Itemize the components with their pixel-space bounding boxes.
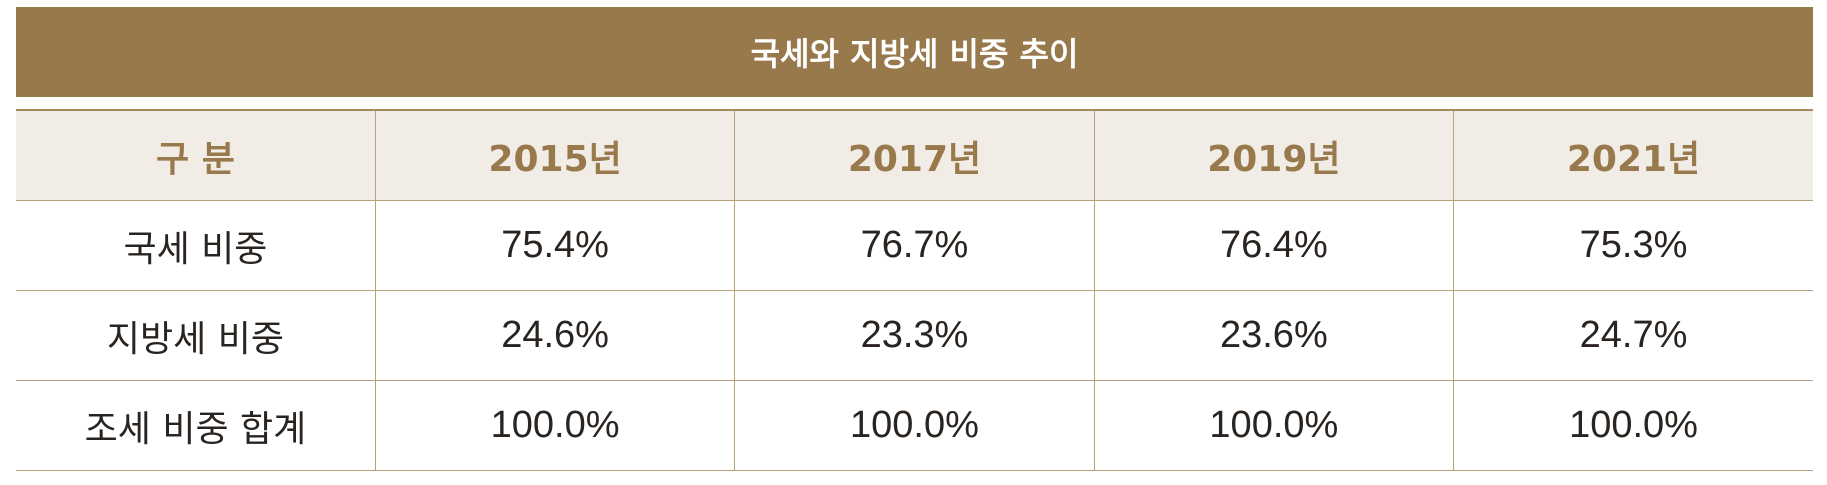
cell-value: 75.3% <box>1453 200 1813 291</box>
header-row: 구 분 2015년 2017년 2019년 2021년 <box>16 109 1813 201</box>
table-title: 국세와 지방세 비중 추이 <box>16 7 1813 97</box>
cell-value: 24.7% <box>1453 290 1813 381</box>
cell-value: 24.6% <box>374 290 736 381</box>
cell-value: 100.0% <box>734 380 1095 471</box>
cell-value: 100.0% <box>1093 380 1455 471</box>
table-row-local-tax: 지방세 비중 24.6% 23.3% 23.6% 24.7% <box>16 290 1813 381</box>
header-year-2015: 2015년 <box>374 109 736 201</box>
cell-value: 76.7% <box>734 200 1095 291</box>
cell-value: 75.4% <box>374 200 736 291</box>
header-category: 구 분 <box>16 109 376 201</box>
cell-value: 100.0% <box>1453 380 1813 471</box>
row-label: 국세 비중 <box>16 200 376 291</box>
cell-value: 23.6% <box>1093 290 1455 381</box>
cell-value: 23.3% <box>734 290 1095 381</box>
header-year-2021: 2021년 <box>1453 109 1813 201</box>
header-year-2017: 2017년 <box>734 109 1095 201</box>
cell-value: 76.4% <box>1093 200 1455 291</box>
row-label: 조세 비중 합계 <box>16 380 376 471</box>
row-label: 지방세 비중 <box>16 290 376 381</box>
header-year-2019: 2019년 <box>1093 109 1455 201</box>
table-row-national-tax: 국세 비중 75.4% 76.7% 76.4% 75.3% <box>16 200 1813 291</box>
cell-value: 100.0% <box>374 380 736 471</box>
tax-share-table: 구 분 2015년 2017년 2019년 2021년 국세 비중 75.4% … <box>16 109 1813 471</box>
table-row-total: 조세 비중 합계 100.0% 100.0% 100.0% 100.0% <box>16 380 1813 471</box>
